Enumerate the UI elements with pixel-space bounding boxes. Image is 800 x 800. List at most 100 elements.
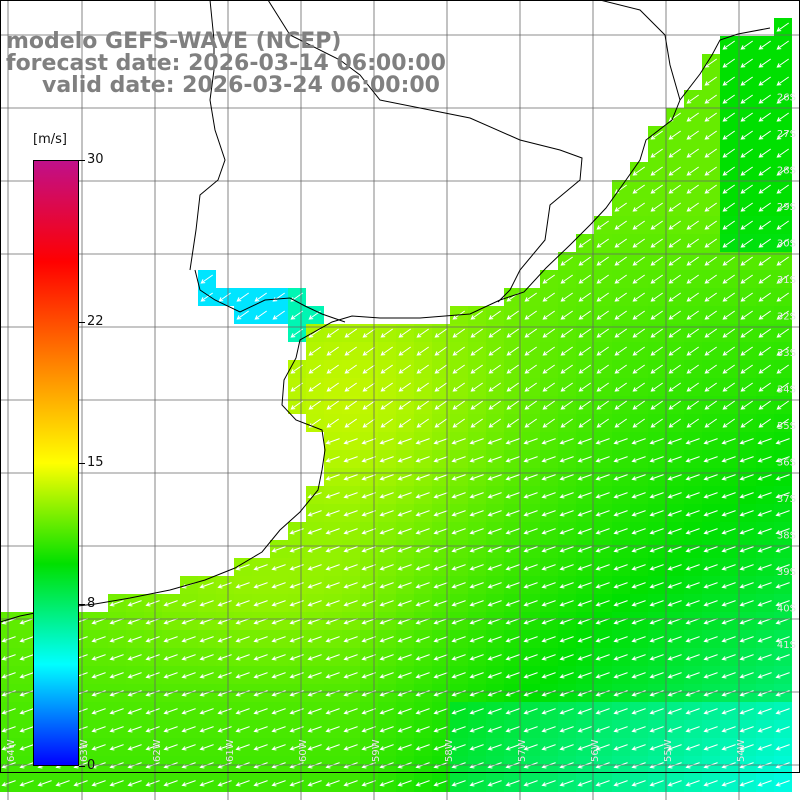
- wind-arrow: [523, 654, 538, 661]
- wind-arrow: [523, 474, 538, 481]
- wind-arrow: [523, 726, 538, 733]
- latitude-label: 41S: [777, 640, 796, 651]
- wind-arrow: [470, 382, 483, 392]
- wind-arrow: [542, 310, 555, 320]
- wind-arrow: [776, 292, 789, 302]
- wind-arrow: [740, 418, 753, 428]
- wind-arrow: [343, 618, 358, 625]
- wind-arrow: [181, 618, 196, 625]
- latitude-label: 36S: [777, 458, 796, 469]
- wind-arrow: [1, 654, 16, 661]
- wind-arrow: [613, 546, 628, 553]
- wind-arrow: [235, 726, 250, 733]
- wind-arrow: [740, 202, 753, 212]
- wind-arrow: [235, 672, 250, 679]
- wind-arrow: [740, 364, 753, 374]
- wind-arrow: [199, 780, 214, 787]
- wind-arrow: [379, 690, 394, 697]
- wind-arrow: [307, 564, 322, 571]
- wind-arrow: [469, 546, 484, 553]
- wind-arrow: [541, 726, 556, 733]
- wind-arrow: [433, 780, 448, 787]
- wind-arrow: [667, 474, 682, 481]
- wind-arrow: [397, 690, 412, 697]
- wind-arrow: [271, 744, 286, 751]
- wind-arrow: [452, 418, 465, 428]
- wind-arrow: [433, 618, 448, 625]
- wind-arrow: [542, 274, 555, 284]
- wind-arrow: [344, 328, 357, 338]
- wind-arrow: [560, 364, 573, 374]
- wind-arrow: [613, 618, 628, 625]
- coastline: [0, 27, 771, 623]
- wind-arrow: [325, 654, 340, 661]
- wind-arrow: [361, 726, 376, 733]
- wind-arrow: [722, 274, 735, 284]
- wind-arrow: [758, 94, 771, 104]
- wind-arrow: [667, 528, 682, 535]
- wind-arrow: [470, 310, 483, 320]
- wind-arrow: [703, 780, 718, 787]
- wind-arrow: [632, 382, 645, 392]
- wind-arrow: [721, 690, 736, 697]
- wind-arrow: [775, 492, 790, 499]
- wind-arrow: [577, 744, 592, 751]
- wind-arrow: [109, 600, 124, 607]
- wind-arrow: [451, 690, 466, 697]
- wind-arrow: [578, 346, 591, 356]
- wind-arrow: [218, 292, 231, 302]
- wind-arrow: [649, 600, 664, 607]
- wind-arrow: [722, 94, 735, 104]
- wind-arrow: [758, 202, 771, 212]
- wind-arrow: [668, 184, 681, 194]
- wind-arrow: [271, 600, 286, 607]
- wind-arrow: [253, 672, 268, 679]
- wind-arrow: [740, 256, 753, 266]
- wind-arrow: [542, 382, 555, 392]
- wind-arrow: [668, 166, 681, 176]
- wind-arrow: [127, 708, 142, 715]
- wind-arrow: [487, 546, 502, 553]
- wind-arrow: [613, 564, 628, 571]
- wind-arrow: [451, 726, 466, 733]
- wind-arrow: [685, 492, 700, 499]
- wind-arrow: [703, 438, 718, 445]
- wind-arrow: [668, 310, 681, 320]
- wind-arrow: [362, 364, 375, 374]
- wind-arrow: [613, 780, 628, 787]
- wind-arrow: [704, 364, 717, 374]
- wind-arrow: [235, 636, 250, 643]
- wind-arrow: [200, 274, 213, 284]
- wind-arrow: [344, 364, 357, 374]
- wind-arrow: [199, 618, 214, 625]
- wind-arrow: [577, 564, 592, 571]
- wind-arrow: [559, 636, 574, 643]
- wind-arrow: [614, 346, 627, 356]
- wind-arrow: [506, 310, 519, 320]
- wind-arrow: [650, 166, 663, 176]
- wind-arrow: [505, 456, 520, 463]
- wind-arrow: [361, 618, 376, 625]
- wind-arrow: [577, 726, 592, 733]
- wind-arrow: [433, 528, 448, 535]
- wind-arrow: [307, 546, 322, 553]
- wind-arrow: [721, 726, 736, 733]
- wind-arrow: [668, 148, 681, 158]
- wind-arrow: [73, 780, 88, 787]
- wind-arrow: [127, 726, 142, 733]
- latitude-label: 28S: [777, 166, 796, 177]
- wind-arrow: [739, 600, 754, 607]
- wind-arrow: [343, 708, 358, 715]
- wind-arrow: [505, 726, 520, 733]
- wind-arrow: [595, 456, 610, 463]
- wind-arrow: [416, 364, 429, 374]
- wind-arrow: [596, 364, 609, 374]
- wind-arrow: [109, 780, 124, 787]
- wind-arrow: [523, 780, 538, 787]
- model-title: modelo GEFS-WAVE (NCEP): [6, 29, 342, 54]
- wind-arrow: [379, 582, 394, 589]
- wind-arrow: [199, 690, 214, 697]
- wind-arrow: [541, 546, 556, 553]
- wind-arrow: [631, 780, 646, 787]
